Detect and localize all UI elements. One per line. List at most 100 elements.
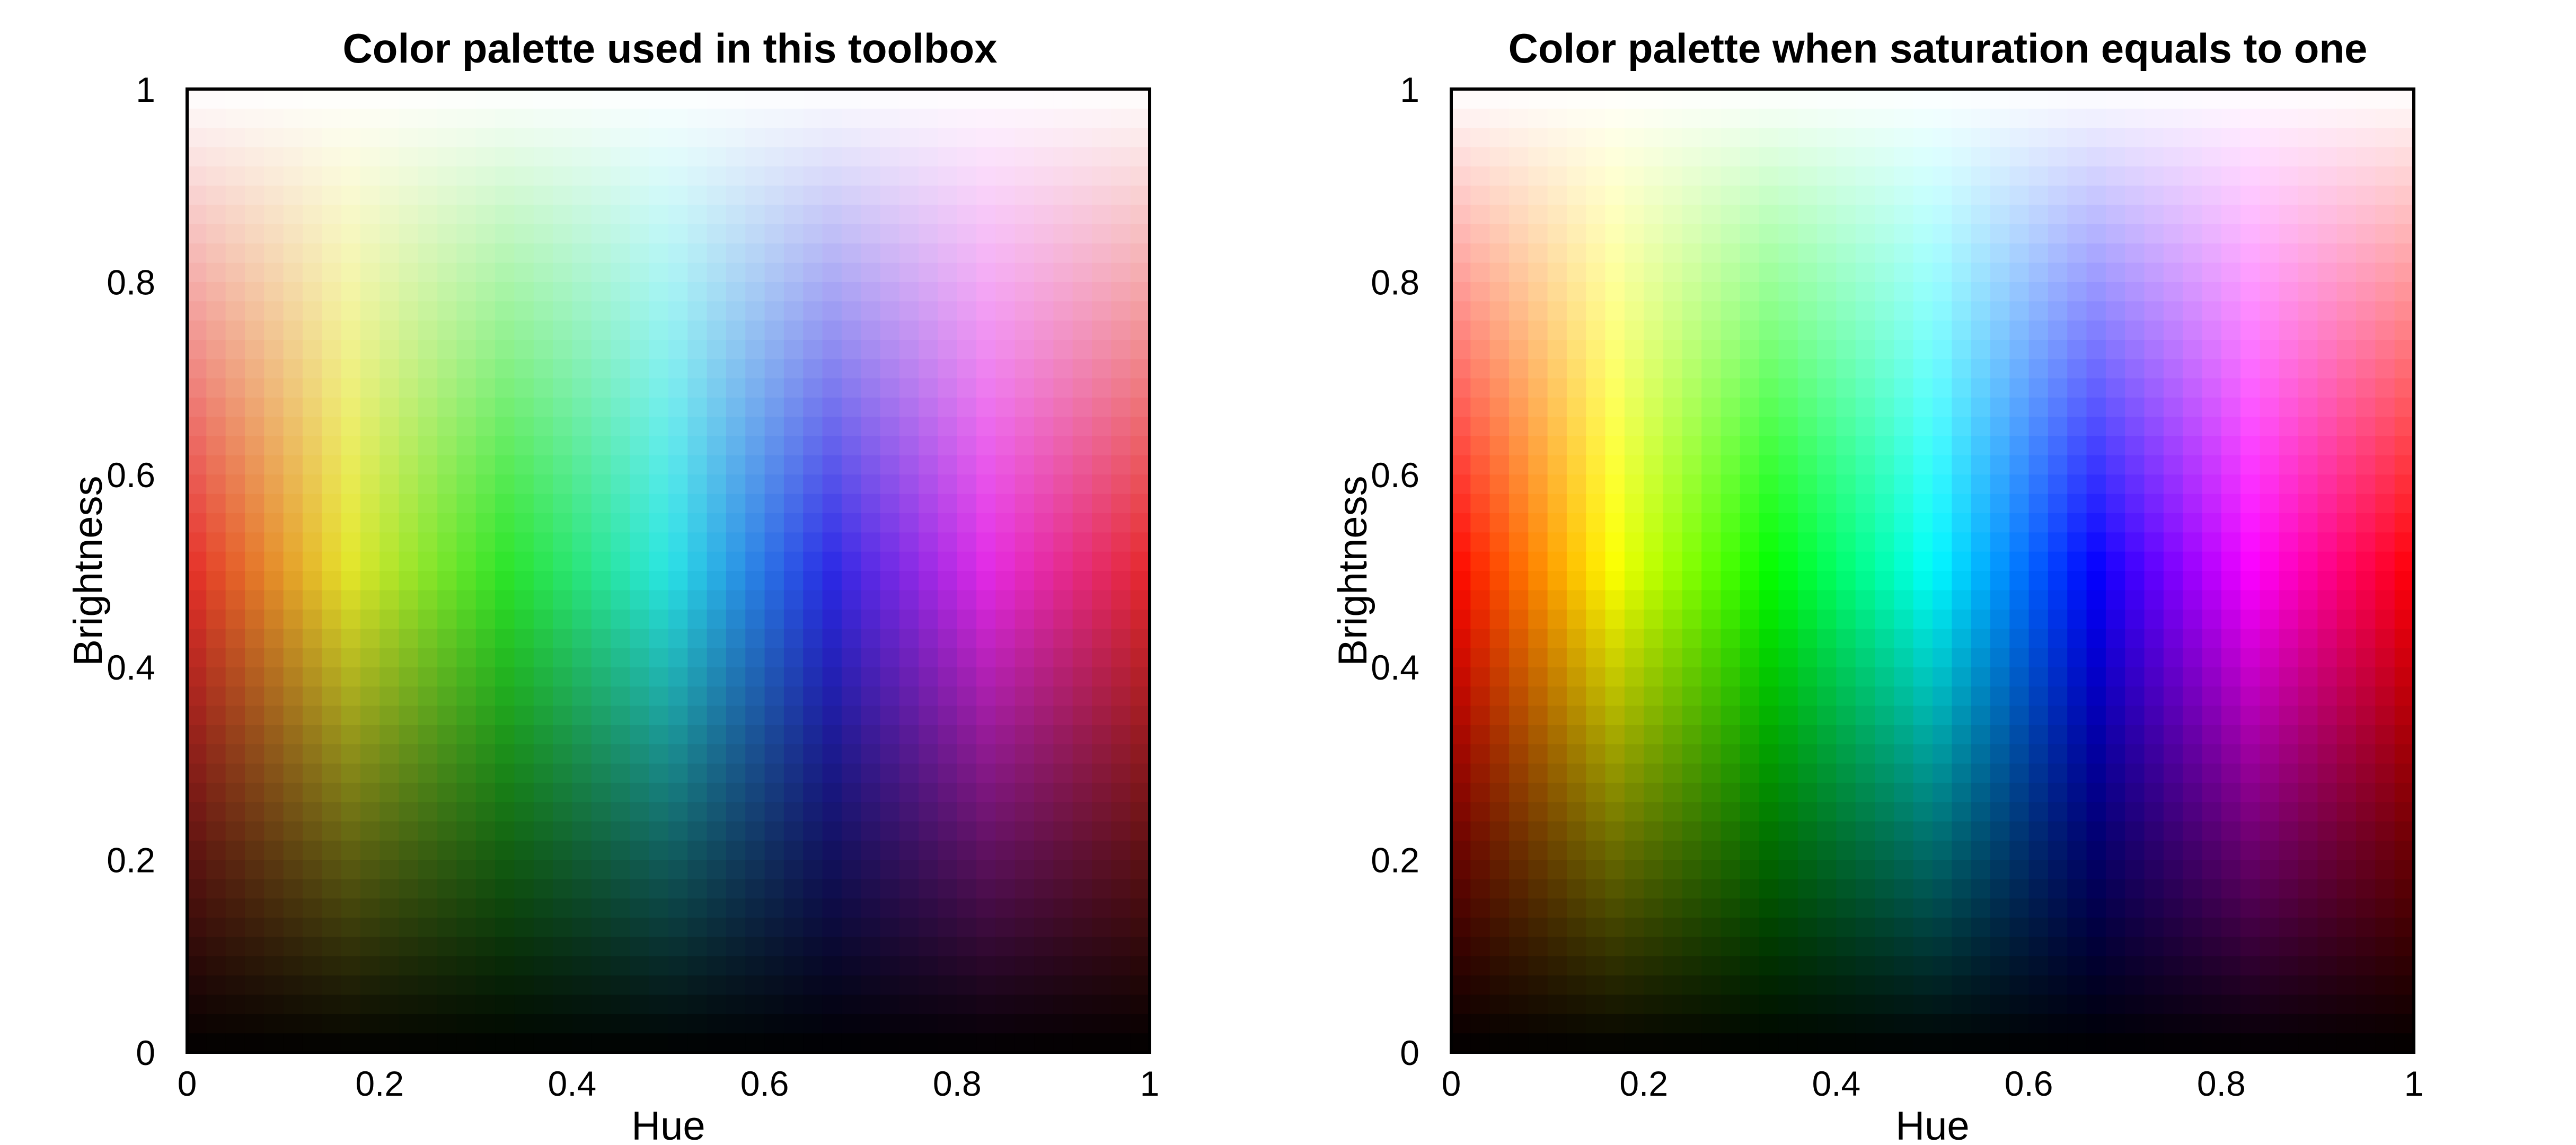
heatmap-cell bbox=[2105, 570, 2125, 591]
heatmap-cell bbox=[206, 224, 226, 244]
heatmap-cell bbox=[861, 763, 881, 783]
heatmap-cell bbox=[1053, 243, 1073, 263]
heatmap-cell bbox=[745, 1014, 765, 1034]
heatmap-cell bbox=[2125, 301, 2145, 321]
heatmap-cell bbox=[2009, 936, 2030, 956]
heatmap-cell bbox=[225, 802, 245, 822]
heatmap-cell bbox=[783, 1033, 804, 1053]
heatmap-cell bbox=[1894, 859, 1914, 879]
heatmap-cell bbox=[1933, 1033, 1952, 1053]
heatmap-cell bbox=[572, 262, 592, 282]
heatmap-cell bbox=[726, 205, 746, 224]
heatmap-cell bbox=[2125, 725, 2145, 745]
heatmap-cell bbox=[899, 532, 919, 552]
heatmap-cell bbox=[187, 416, 207, 436]
heatmap-cell bbox=[1547, 320, 1567, 340]
chart-saturation-one-palette: Color palette when saturation equals to … bbox=[1330, 25, 2423, 1145]
heatmap-cell bbox=[2221, 494, 2241, 514]
heatmap-cell bbox=[322, 956, 342, 976]
heatmap-cell bbox=[2317, 956, 2337, 976]
heatmap-cell bbox=[475, 185, 496, 205]
heatmap-cell bbox=[2067, 609, 2087, 629]
heatmap-cell bbox=[1701, 782, 1722, 803]
heatmap-cell bbox=[591, 1014, 611, 1034]
heatmap-cell bbox=[1836, 89, 1856, 109]
heatmap-cell bbox=[2163, 725, 2183, 745]
heatmap-cell bbox=[475, 936, 496, 956]
heatmap-cell bbox=[1778, 705, 1798, 725]
heatmap-cell bbox=[745, 455, 765, 475]
heatmap-cell bbox=[380, 243, 400, 263]
heatmap-cell bbox=[1663, 725, 1683, 745]
heatmap-cell bbox=[2125, 589, 2145, 610]
heatmap-cell bbox=[380, 975, 400, 995]
heatmap-cell bbox=[437, 224, 457, 244]
heatmap-cell bbox=[206, 397, 226, 417]
heatmap-cell bbox=[1778, 994, 1798, 1014]
heatmap-cell bbox=[418, 224, 438, 244]
heatmap-cell bbox=[783, 1014, 804, 1034]
heatmap-cell bbox=[957, 108, 977, 128]
heatmap-cell bbox=[187, 89, 207, 109]
heatmap-cell bbox=[1836, 243, 1856, 263]
heatmap-cell bbox=[2202, 647, 2222, 667]
heatmap-cell bbox=[611, 281, 630, 302]
heatmap-cell bbox=[707, 878, 727, 899]
heatmap-cell bbox=[2260, 994, 2280, 1014]
heatmap-cell bbox=[1971, 647, 1991, 667]
heatmap-cell bbox=[2279, 570, 2299, 591]
heatmap-cell bbox=[2144, 89, 2164, 109]
heatmap-cell bbox=[1489, 628, 1510, 648]
heatmap-cell bbox=[187, 185, 207, 205]
heatmap-cell bbox=[418, 243, 438, 263]
heatmap-cell bbox=[745, 243, 765, 263]
heatmap-cell bbox=[1663, 647, 1683, 667]
heatmap-cell bbox=[2394, 647, 2414, 667]
heatmap-cell bbox=[2125, 821, 2145, 841]
heatmap-cell bbox=[591, 378, 611, 398]
heatmap-cell bbox=[1130, 898, 1150, 918]
heatmap-cell bbox=[360, 108, 380, 128]
heatmap-cell bbox=[1778, 802, 1798, 822]
heatmap-cell bbox=[2336, 416, 2357, 436]
heatmap-cell bbox=[2067, 320, 2087, 340]
heatmap-cell bbox=[822, 513, 842, 533]
heatmap-cell bbox=[1701, 589, 1722, 610]
heatmap-cell bbox=[591, 416, 611, 436]
heatmap-cell bbox=[957, 532, 977, 552]
heatmap-cell bbox=[707, 763, 727, 783]
heatmap-cell bbox=[1875, 570, 1894, 591]
heatmap-cell bbox=[1682, 436, 1702, 456]
heatmap-cell bbox=[764, 589, 784, 610]
heatmap-cell bbox=[1092, 589, 1111, 610]
heatmap-cell bbox=[2009, 975, 2030, 995]
heatmap-cell bbox=[2105, 185, 2125, 205]
heatmap-cell bbox=[1528, 878, 1548, 899]
heatmap-cell bbox=[957, 628, 977, 648]
heatmap-cell bbox=[995, 821, 1016, 841]
heatmap-cell bbox=[1740, 474, 1760, 494]
heatmap-cell bbox=[1952, 513, 1972, 533]
heatmap-cell bbox=[2125, 936, 2145, 956]
heatmap-cell bbox=[2105, 494, 2125, 514]
heatmap-cell bbox=[1990, 551, 2010, 571]
heatmap-cell bbox=[2375, 802, 2395, 822]
heatmap-cell bbox=[841, 224, 861, 244]
heatmap-cell bbox=[1489, 994, 1510, 1014]
heatmap-cell bbox=[1682, 320, 1702, 340]
heatmap-cell bbox=[1586, 416, 1606, 436]
heatmap-cell bbox=[841, 878, 861, 899]
heatmap-cell bbox=[1566, 532, 1586, 552]
heatmap-cell bbox=[244, 647, 264, 667]
heatmap-cell bbox=[995, 320, 1016, 340]
heatmap-cell bbox=[533, 705, 553, 725]
heatmap-cell bbox=[1663, 589, 1683, 610]
heatmap-cell bbox=[726, 763, 746, 783]
heatmap-cell bbox=[861, 859, 881, 879]
heatmap-cell bbox=[475, 878, 496, 899]
heatmap-cell bbox=[1605, 127, 1625, 147]
heatmap-cell bbox=[1855, 859, 1875, 879]
heatmap-cell bbox=[1111, 532, 1131, 552]
heatmap-cell bbox=[2317, 436, 2337, 456]
heatmap-cell bbox=[437, 570, 457, 591]
